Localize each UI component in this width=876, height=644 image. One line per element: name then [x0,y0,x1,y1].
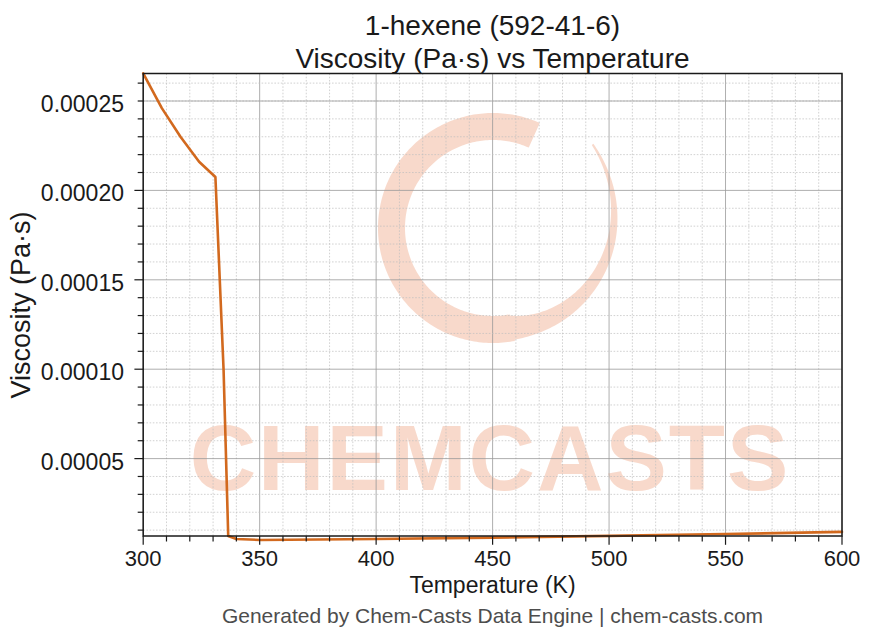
svg-text:CHEMCASTS: CHEMCASTS [190,407,791,509]
